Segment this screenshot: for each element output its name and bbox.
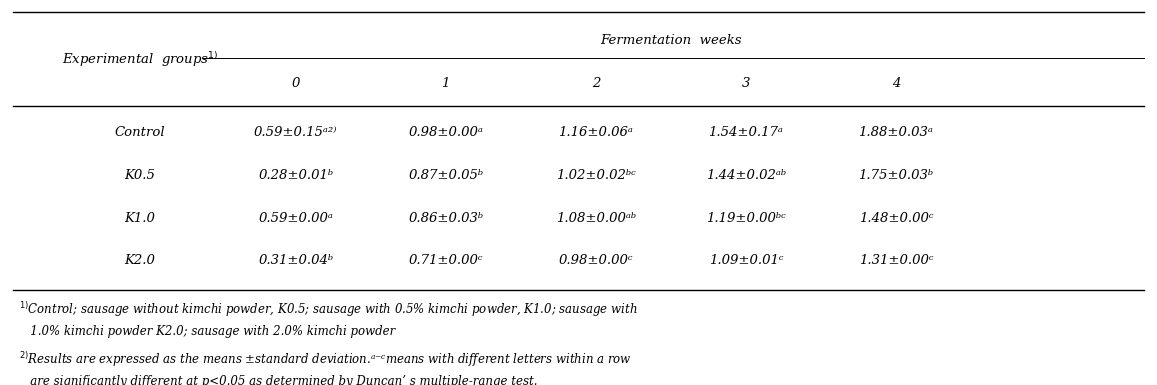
Text: 0.86±0.03ᵇ: 0.86±0.03ᵇ: [408, 212, 484, 225]
Text: Fermentation  weeks: Fermentation weeks: [600, 34, 742, 47]
Text: $^{2)}$Results are expressed as the means ±standard deviation.ᵃ⁻ᶜmeans with diff: $^{2)}$Results are expressed as the mean…: [19, 350, 632, 369]
Text: $^{1)}$Control; sausage without kimchi powder, K0.5; sausage with 0.5% kimchi po: $^{1)}$Control; sausage without kimchi p…: [19, 300, 638, 319]
Text: 1.31±0.00ᶜ: 1.31±0.00ᶜ: [858, 254, 934, 267]
Text: 0.59±0.00ᵃ: 0.59±0.00ᵃ: [258, 212, 333, 225]
Text: 1.16±0.06ᵃ: 1.16±0.06ᵃ: [559, 126, 633, 139]
Text: 1.02±0.02ᵇᶜ: 1.02±0.02ᵇᶜ: [555, 169, 635, 182]
Text: 0.98±0.00ᵃ: 0.98±0.00ᵃ: [408, 126, 484, 139]
Text: 1.88±0.03ᵃ: 1.88±0.03ᵃ: [858, 126, 934, 139]
Text: 0.59±0.15ᵃ²⁾: 0.59±0.15ᵃ²⁾: [255, 126, 338, 139]
Text: K1.0: K1.0: [125, 212, 155, 225]
Text: Control: Control: [115, 126, 165, 139]
Text: 0.31±0.04ᵇ: 0.31±0.04ᵇ: [258, 254, 333, 267]
Text: 1.48±0.00ᶜ: 1.48±0.00ᶜ: [858, 212, 934, 225]
Text: 0.87±0.05ᵇ: 0.87±0.05ᵇ: [408, 169, 484, 182]
Text: 1.09±0.01ᶜ: 1.09±0.01ᶜ: [708, 254, 783, 267]
Text: 1.0% kimchi powder K2.0; sausage with 2.0% kimchi powder: 1.0% kimchi powder K2.0; sausage with 2.…: [19, 325, 395, 338]
Text: are significantly different at p<0.05 as determined by Duncan’ s multiple-range : are significantly different at p<0.05 as…: [19, 375, 537, 385]
Text: Experimental  groups$^{1)}$: Experimental groups$^{1)}$: [61, 50, 219, 69]
Text: 3: 3: [742, 77, 750, 90]
Text: 1.08±0.00ᵃᵇ: 1.08±0.00ᵃᵇ: [555, 212, 636, 225]
Text: 1.75±0.03ᵇ: 1.75±0.03ᵇ: [858, 169, 934, 182]
Text: 1.54±0.17ᵃ: 1.54±0.17ᵃ: [708, 126, 783, 139]
Text: K2.0: K2.0: [125, 254, 155, 267]
Text: 0.98±0.00ᶜ: 0.98±0.00ᶜ: [559, 254, 633, 267]
Text: K0.5: K0.5: [125, 169, 155, 182]
Text: 2: 2: [591, 77, 600, 90]
Text: 0.28±0.01ᵇ: 0.28±0.01ᵇ: [258, 169, 333, 182]
Text: 4: 4: [892, 77, 900, 90]
Text: 0.71±0.00ᶜ: 0.71±0.00ᶜ: [408, 254, 482, 267]
Text: 0: 0: [292, 77, 300, 90]
Text: 1: 1: [442, 77, 450, 90]
Text: 1.19±0.00ᵇᶜ: 1.19±0.00ᵇᶜ: [706, 212, 786, 225]
Text: 1.44±0.02ᵃᵇ: 1.44±0.02ᵃᵇ: [706, 169, 786, 182]
